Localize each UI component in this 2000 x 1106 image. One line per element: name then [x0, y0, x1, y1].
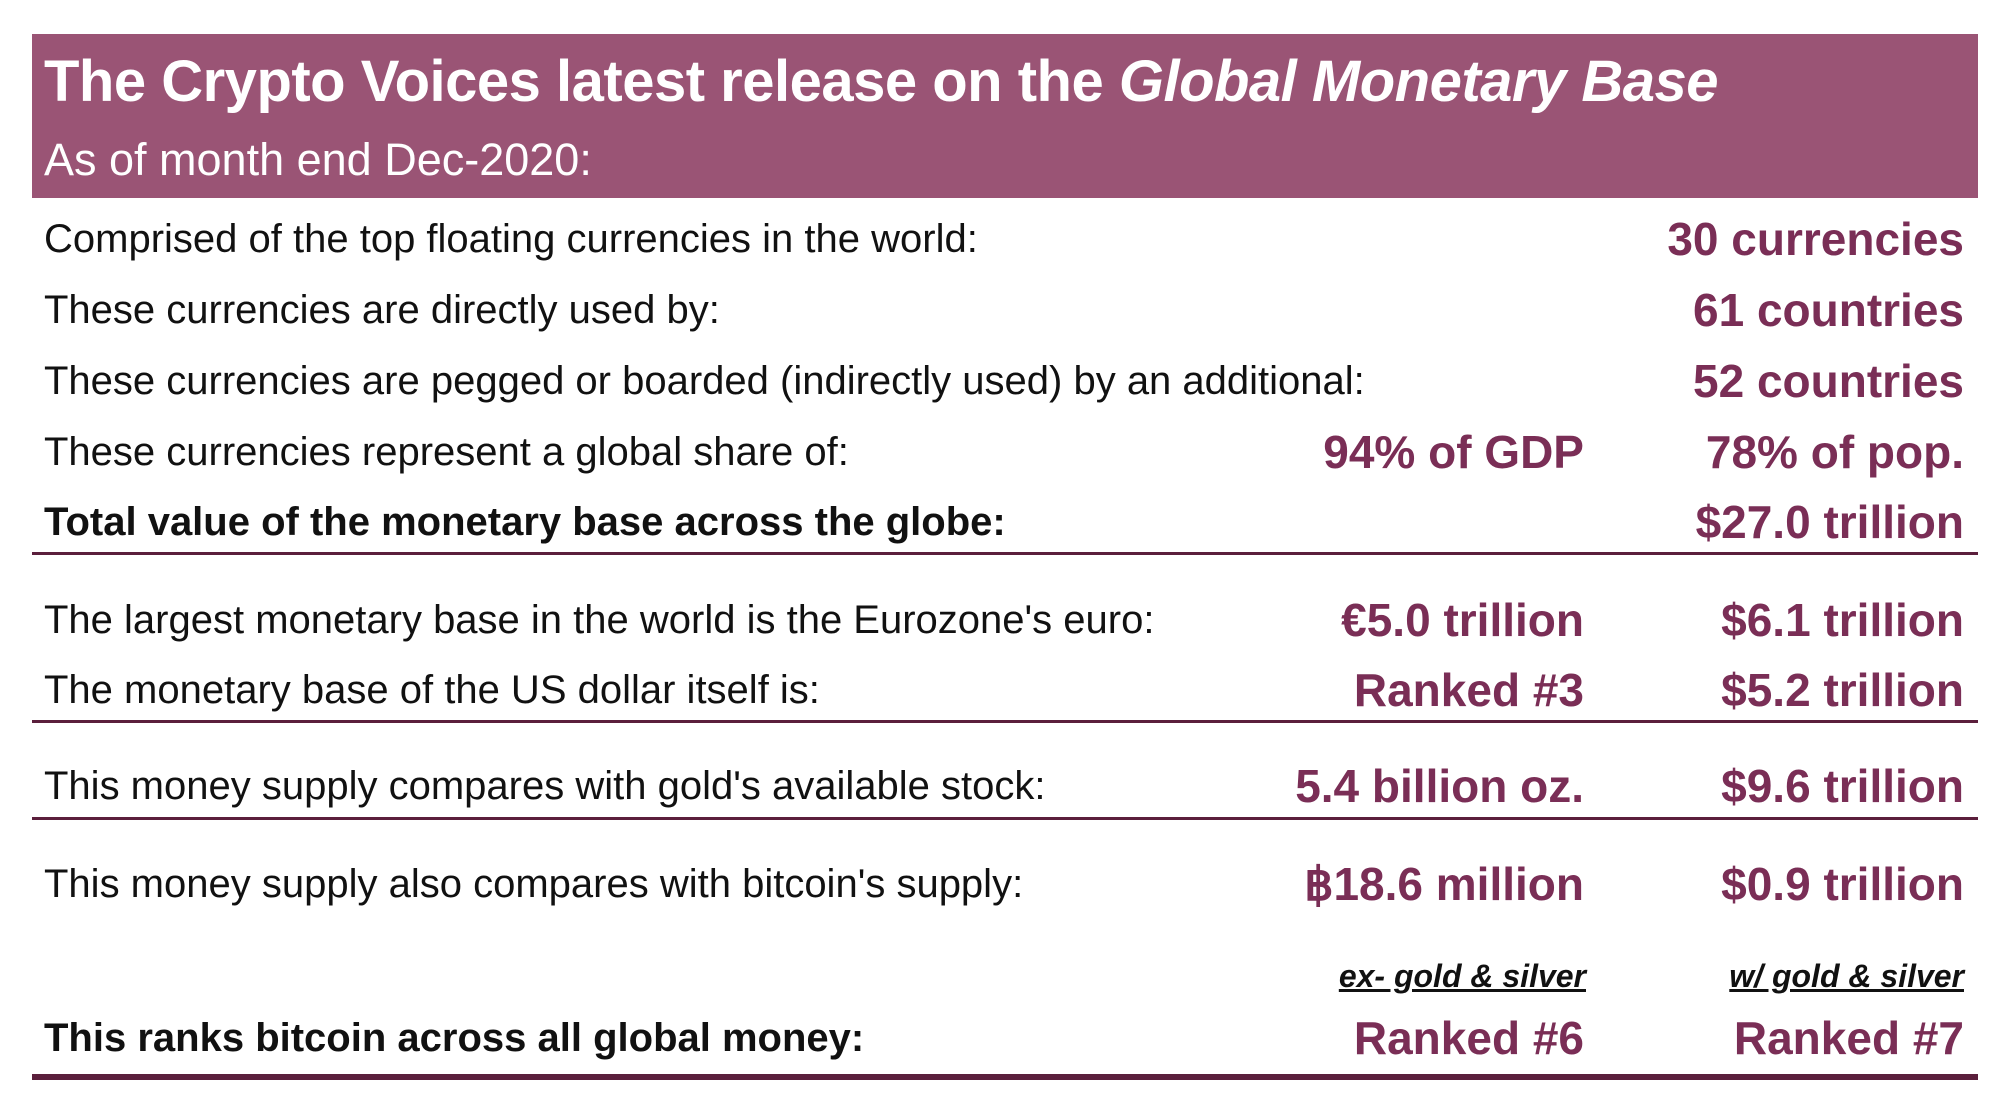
row-value: Ranked #7 [1733, 1012, 1964, 1064]
row-mid-value: Ranked #6 [1353, 1012, 1584, 1064]
row-mid-value: 94% of GDP [1323, 426, 1584, 478]
subheader-ex-gold-silver: ex- gold & silver [1338, 958, 1586, 994]
row-value: $5.2 trillion [1721, 664, 1964, 716]
row-label: These currencies are directly used by: [44, 288, 720, 332]
row-label: This money supply compares with gold's a… [44, 764, 1046, 808]
row-label: The monetary base of the US dollar itsel… [44, 668, 820, 712]
row-direct-countries: These currencies are directly used by: 6… [44, 280, 1964, 340]
row-value: $0.9 trillion [1721, 858, 1964, 910]
title-main: The Crypto Voices latest release on the [44, 49, 1119, 114]
title-italic: Global Monetary Base [1118, 49, 1719, 114]
header-banner: The Crypto Voices latest release on the … [32, 34, 1978, 198]
row-label: Total value of the monetary base across … [44, 500, 1006, 544]
row-value: 52 countries [1693, 355, 1964, 407]
row-label: The largest monetary base in the world i… [44, 598, 1155, 642]
divider [32, 720, 1978, 723]
row-mid-value: 5.4 billion oz. [1295, 760, 1584, 812]
row-mid-value: ฿18.6 million [1304, 858, 1584, 910]
row-pegged-countries: These currencies are pegged or boarded (… [44, 351, 1964, 411]
divider [32, 552, 1978, 555]
row-bitcoin-rank: This ranks bitcoin across all global mon… [44, 1008, 1964, 1068]
row-largest-base: The largest monetary base in the world i… [44, 590, 1964, 650]
subheader-with-gold-silver: w/ gold & silver [1729, 958, 1964, 994]
row-value: 78% of pop. [1705, 426, 1964, 478]
page-subtitle: As of month end Dec-2020: [44, 134, 592, 185]
row-label: These currencies are pegged or boarded (… [44, 359, 1365, 403]
row-value: $9.6 trillion [1721, 760, 1964, 812]
row-mid-value: Ranked #3 [1353, 664, 1584, 716]
row-label: This ranks bitcoin across all global mon… [44, 1016, 865, 1060]
row-value: 61 countries [1693, 284, 1964, 336]
row-value: $6.1 trillion [1721, 594, 1964, 646]
row-value: $27.0 trillion [1695, 496, 1964, 548]
row-global-share: These currencies represent a global shar… [44, 422, 1964, 482]
row-total-value: Total value of the monetary base across … [44, 492, 1964, 552]
row-label: Comprised of the top floating currencies… [44, 217, 978, 261]
page-title: The Crypto Voices latest release on the … [44, 48, 1719, 115]
row-mid-value: €5.0 trillion [1341, 594, 1584, 646]
row-label: This money supply also compares with bit… [44, 862, 1024, 906]
row-gold-stock: This money supply compares with gold's a… [44, 756, 1964, 816]
row-bitcoin-supply: This money supply also compares with bit… [44, 854, 1964, 914]
row-currencies: Comprised of the top floating currencies… [44, 209, 1964, 269]
divider [32, 817, 1978, 820]
row-us-dollar: The monetary base of the US dollar itsel… [44, 660, 1964, 720]
row-value: 30 currencies [1667, 213, 1964, 265]
bottom-rule [32, 1074, 1978, 1080]
row-label: These currencies represent a global shar… [44, 430, 849, 474]
